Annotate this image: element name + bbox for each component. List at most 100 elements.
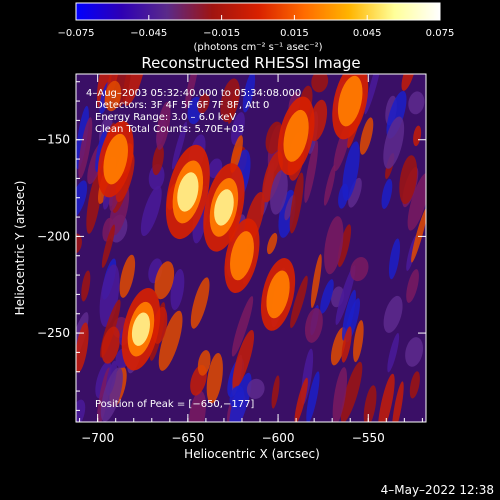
bright-region-core — [283, 109, 309, 162]
image-streak — [171, 121, 187, 170]
image-streak — [242, 74, 256, 113]
x-tick-label: −600 — [262, 431, 295, 445]
bright-region-peak — [177, 172, 199, 212]
x-tick-label: −650 — [171, 431, 204, 445]
image-streak — [378, 373, 395, 422]
bright-region-peak — [131, 312, 150, 346]
colorbar-ticks: −0.075 −0.045 −0.015 0.015 0.045 0.075 — [57, 15, 454, 39]
info-line-clean: Clean Total Counts: 5.70E+03 — [95, 124, 244, 135]
image-streak — [271, 375, 280, 409]
y-axis-label: Heliocentric Y (arcsec) — [13, 181, 27, 316]
image-streak — [86, 171, 102, 234]
bright-region-core — [337, 75, 363, 127]
image-streak — [76, 322, 89, 373]
image-streak — [323, 164, 336, 206]
image-streak — [154, 261, 175, 300]
image-streak — [350, 257, 369, 282]
x-axis-label: Heliocentric X (arcsec) — [184, 447, 320, 461]
x-axis-ticks: −700 −650 −600 −550 — [79, 74, 423, 445]
image-streak — [188, 390, 206, 422]
image-streak — [311, 74, 329, 93]
x-tick-label: −550 — [352, 431, 385, 445]
image-streak — [152, 144, 164, 176]
bright-region-core — [103, 133, 128, 185]
image-streak — [76, 180, 88, 219]
image-streak — [294, 377, 308, 422]
image-streak — [101, 326, 120, 364]
image-streak — [220, 78, 240, 123]
footer-timestamp: 4–May–2022 12:38 — [381, 483, 494, 497]
colorbar-tick-label: −0.075 — [57, 28, 94, 39]
bright-region-core — [266, 270, 290, 319]
image-streak — [289, 172, 304, 234]
image-streak — [405, 337, 424, 367]
image-streak — [100, 367, 123, 422]
chart-title: Reconstructed RHESSI Image — [141, 54, 360, 72]
image-streak — [359, 117, 374, 155]
image-area — [76, 74, 426, 422]
colorbar — [75, 2, 441, 21]
colorbar-units-label: (photons cm⁻² s⁻¹ asec⁻²) — [193, 42, 322, 53]
image-streak — [338, 183, 349, 209]
image-streak — [231, 296, 254, 357]
image-streak — [353, 320, 364, 363]
info-line-time: 4–Aug–2003 05:32:40.000 to 05:34:08.000 — [86, 88, 301, 99]
image-texture — [76, 74, 426, 422]
image-streak — [411, 206, 426, 263]
image-streak — [267, 232, 278, 255]
image-streak — [341, 326, 352, 363]
image-streak — [197, 350, 211, 376]
image-streak — [156, 101, 171, 150]
image-streak — [363, 385, 377, 422]
image-streak — [270, 170, 288, 215]
image-streak — [197, 93, 210, 114]
image-streak — [246, 378, 265, 399]
image-streak — [335, 265, 356, 325]
image-streak — [104, 80, 122, 112]
image-streak — [342, 289, 357, 341]
image-streak — [78, 117, 93, 179]
image-streak — [406, 269, 419, 303]
image-streak — [413, 125, 422, 147]
image-streak — [96, 74, 113, 110]
x-tick-label: −700 — [81, 431, 114, 445]
image-streak — [399, 155, 418, 205]
image-streak — [332, 367, 348, 422]
info-line-energy: Energy Range: 3.0 – 6.0 keV — [95, 112, 236, 123]
info-line-detectors: Detectors: 3F 4F 5F 6F 7F 8F, Att 0 — [95, 100, 269, 111]
colorbar-tick-label: 0.015 — [280, 28, 309, 39]
y-axis-ticks: −150 −200 −250 — [37, 81, 426, 411]
y-tick-label: −200 — [37, 229, 70, 243]
image-streak — [232, 329, 255, 389]
image-streak — [148, 164, 165, 190]
image-streak — [310, 254, 322, 309]
image-streak — [320, 279, 334, 314]
image-streak — [81, 270, 91, 302]
image-streak — [101, 224, 115, 268]
image-streak — [304, 140, 319, 203]
colorbar-tick-label: −0.015 — [203, 28, 240, 39]
image-streak — [190, 277, 210, 329]
image-streak — [290, 275, 308, 329]
image-streak — [392, 381, 404, 422]
peak-position-label: Position of Peak = [−650,−177] — [95, 399, 254, 410]
image-streak — [409, 371, 420, 399]
image-streak — [206, 352, 223, 404]
image-streak — [76, 105, 89, 170]
image-streak — [184, 74, 199, 110]
y-tick-label: −250 — [37, 326, 70, 340]
plot-frame — [75, 73, 427, 423]
image-streak — [306, 371, 320, 422]
y-tick-label: −150 — [37, 133, 70, 147]
image-streak — [407, 172, 426, 231]
image-streak — [229, 385, 245, 409]
bright-region-core — [230, 231, 254, 281]
image-streak — [122, 74, 147, 106]
image-streak — [381, 178, 393, 209]
image-streak — [383, 295, 403, 333]
image-streak — [401, 74, 416, 91]
image-streak — [304, 307, 323, 343]
bright-region-peak — [214, 189, 234, 226]
image-streak — [170, 269, 185, 311]
